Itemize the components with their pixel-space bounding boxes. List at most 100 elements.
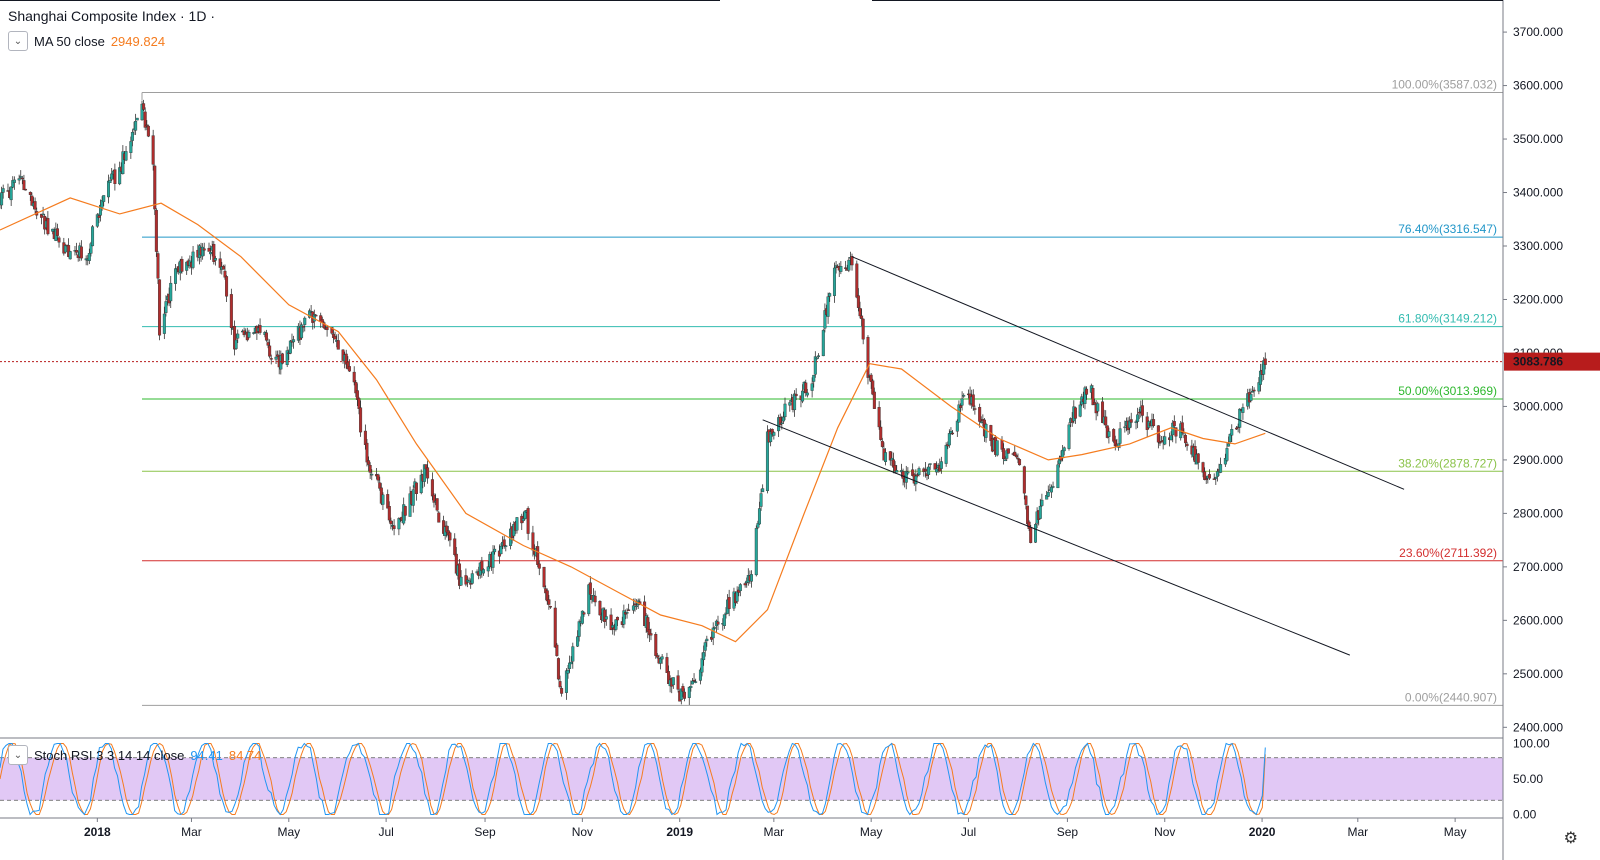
price-tick-label: 2600.000	[1513, 613, 1563, 627]
candle-body	[1, 188, 5, 193]
stoch-d-line	[0, 742, 1266, 816]
candle-body	[386, 494, 390, 509]
candle-body	[700, 658, 704, 673]
candle-body	[860, 315, 864, 319]
price-tick-label: 2800.000	[1513, 506, 1563, 520]
candle-body	[191, 251, 195, 268]
candle-body	[359, 407, 363, 433]
candle-body	[110, 173, 114, 180]
candle-body	[1018, 459, 1022, 466]
candle-body	[633, 603, 637, 605]
candle-body	[542, 566, 546, 588]
candle-body	[711, 627, 715, 639]
candle-body	[108, 180, 112, 183]
price-tick-label: 2500.000	[1513, 667, 1563, 681]
candle-body	[266, 342, 270, 346]
candle-body	[247, 332, 251, 338]
last-price-badge-label: 3083.786	[1513, 355, 1563, 369]
candle-body	[1062, 447, 1066, 452]
candle-body	[459, 576, 463, 586]
candle-body	[378, 482, 382, 489]
stoch-d-value: 84.74	[228, 747, 262, 763]
candle-body	[794, 393, 798, 397]
candle-body	[357, 398, 361, 409]
candle-body	[727, 597, 731, 609]
candle-body	[901, 471, 905, 479]
stoch-axis[interactable]: 0.00 50.00 100.00	[1513, 737, 1550, 822]
candle-body	[877, 407, 881, 428]
candle-body	[145, 124, 149, 127]
candle-body	[939, 461, 943, 469]
gear-icon[interactable]: ⚙	[1563, 830, 1578, 847]
candle-body	[1180, 422, 1184, 433]
candle-body	[33, 201, 37, 210]
candle-body	[682, 691, 686, 699]
candle-body	[276, 354, 280, 357]
stoch-rsi-pane[interactable]	[0, 742, 1503, 816]
candle-body	[1096, 403, 1100, 412]
candle-body	[154, 209, 158, 252]
price-tick-label: 3300.000	[1513, 239, 1563, 253]
candle-body	[381, 494, 385, 505]
candle-body	[702, 652, 706, 661]
candle-body	[568, 662, 572, 669]
candle-body	[660, 656, 664, 660]
chevron-down-icon[interactable]: ⌄	[8, 31, 28, 51]
price-tick-label: 3400.000	[1513, 186, 1563, 200]
candle-body	[973, 408, 977, 410]
ma-legend-value: 2949.824	[110, 33, 166, 49]
candle-body	[754, 528, 758, 576]
candle-body	[502, 539, 506, 547]
candle-body	[523, 510, 527, 519]
chart-title: Shanghai Composite Index · 1D ·	[8, 8, 215, 24]
candle-body	[844, 267, 848, 269]
candle-body	[927, 466, 931, 475]
time-axis[interactable]: 2018 Mar May Jul Sep Nov 2019 Mar May Jul Sep Nov 20…	[84, 818, 1466, 839]
trendline-channel[interactable]	[762, 256, 1405, 656]
candle-body	[79, 246, 83, 259]
candle-body	[957, 404, 961, 423]
candle-body	[1061, 449, 1065, 459]
chevron-down-icon[interactable]: ⌄	[8, 745, 28, 765]
candle-body	[91, 226, 95, 247]
candle-body	[681, 686, 685, 692]
candle-body	[370, 473, 374, 476]
candle-body	[1207, 474, 1211, 479]
candle-body	[51, 228, 55, 232]
candle-body	[352, 371, 356, 383]
candle-body	[87, 253, 91, 261]
price-axis[interactable]: 2400.000 2500.000 2600.000 2700.000 2800.000…	[1503, 25, 1563, 734]
candle-body	[1174, 427, 1178, 437]
candle-body	[914, 475, 918, 485]
candle-body	[1056, 464, 1060, 489]
candle-body	[689, 686, 693, 688]
candle-body	[467, 580, 471, 583]
candle-body	[821, 330, 825, 357]
candle-body	[815, 357, 819, 360]
candle-body	[207, 247, 211, 252]
candle-body	[1129, 419, 1133, 423]
candle-body	[336, 340, 340, 350]
candle-body	[812, 374, 816, 382]
time-tick-label: Nov	[1154, 825, 1175, 839]
candlestick-series[interactable]	[0, 99, 1267, 705]
fibonacci-retracement[interactable]: 100.00%(3587.032) 76.40%(3316.547) 61.80%(…	[141, 78, 1503, 706]
candle-body	[871, 380, 875, 395]
candle-body	[308, 310, 312, 318]
candle-body	[142, 103, 146, 110]
candle-body	[577, 621, 581, 637]
candle-body	[614, 619, 618, 630]
candle-body	[1158, 441, 1162, 444]
candle-body	[671, 677, 675, 686]
candle-body	[158, 279, 162, 336]
candle-body	[879, 426, 883, 440]
candle-body	[604, 616, 608, 620]
candle-body	[325, 326, 329, 331]
candle-body	[1118, 428, 1122, 444]
candle-body	[355, 390, 359, 400]
candle-body	[536, 546, 540, 565]
candle-body	[856, 295, 860, 308]
time-tick-label: May	[277, 825, 300, 839]
candle-body	[1067, 424, 1071, 449]
